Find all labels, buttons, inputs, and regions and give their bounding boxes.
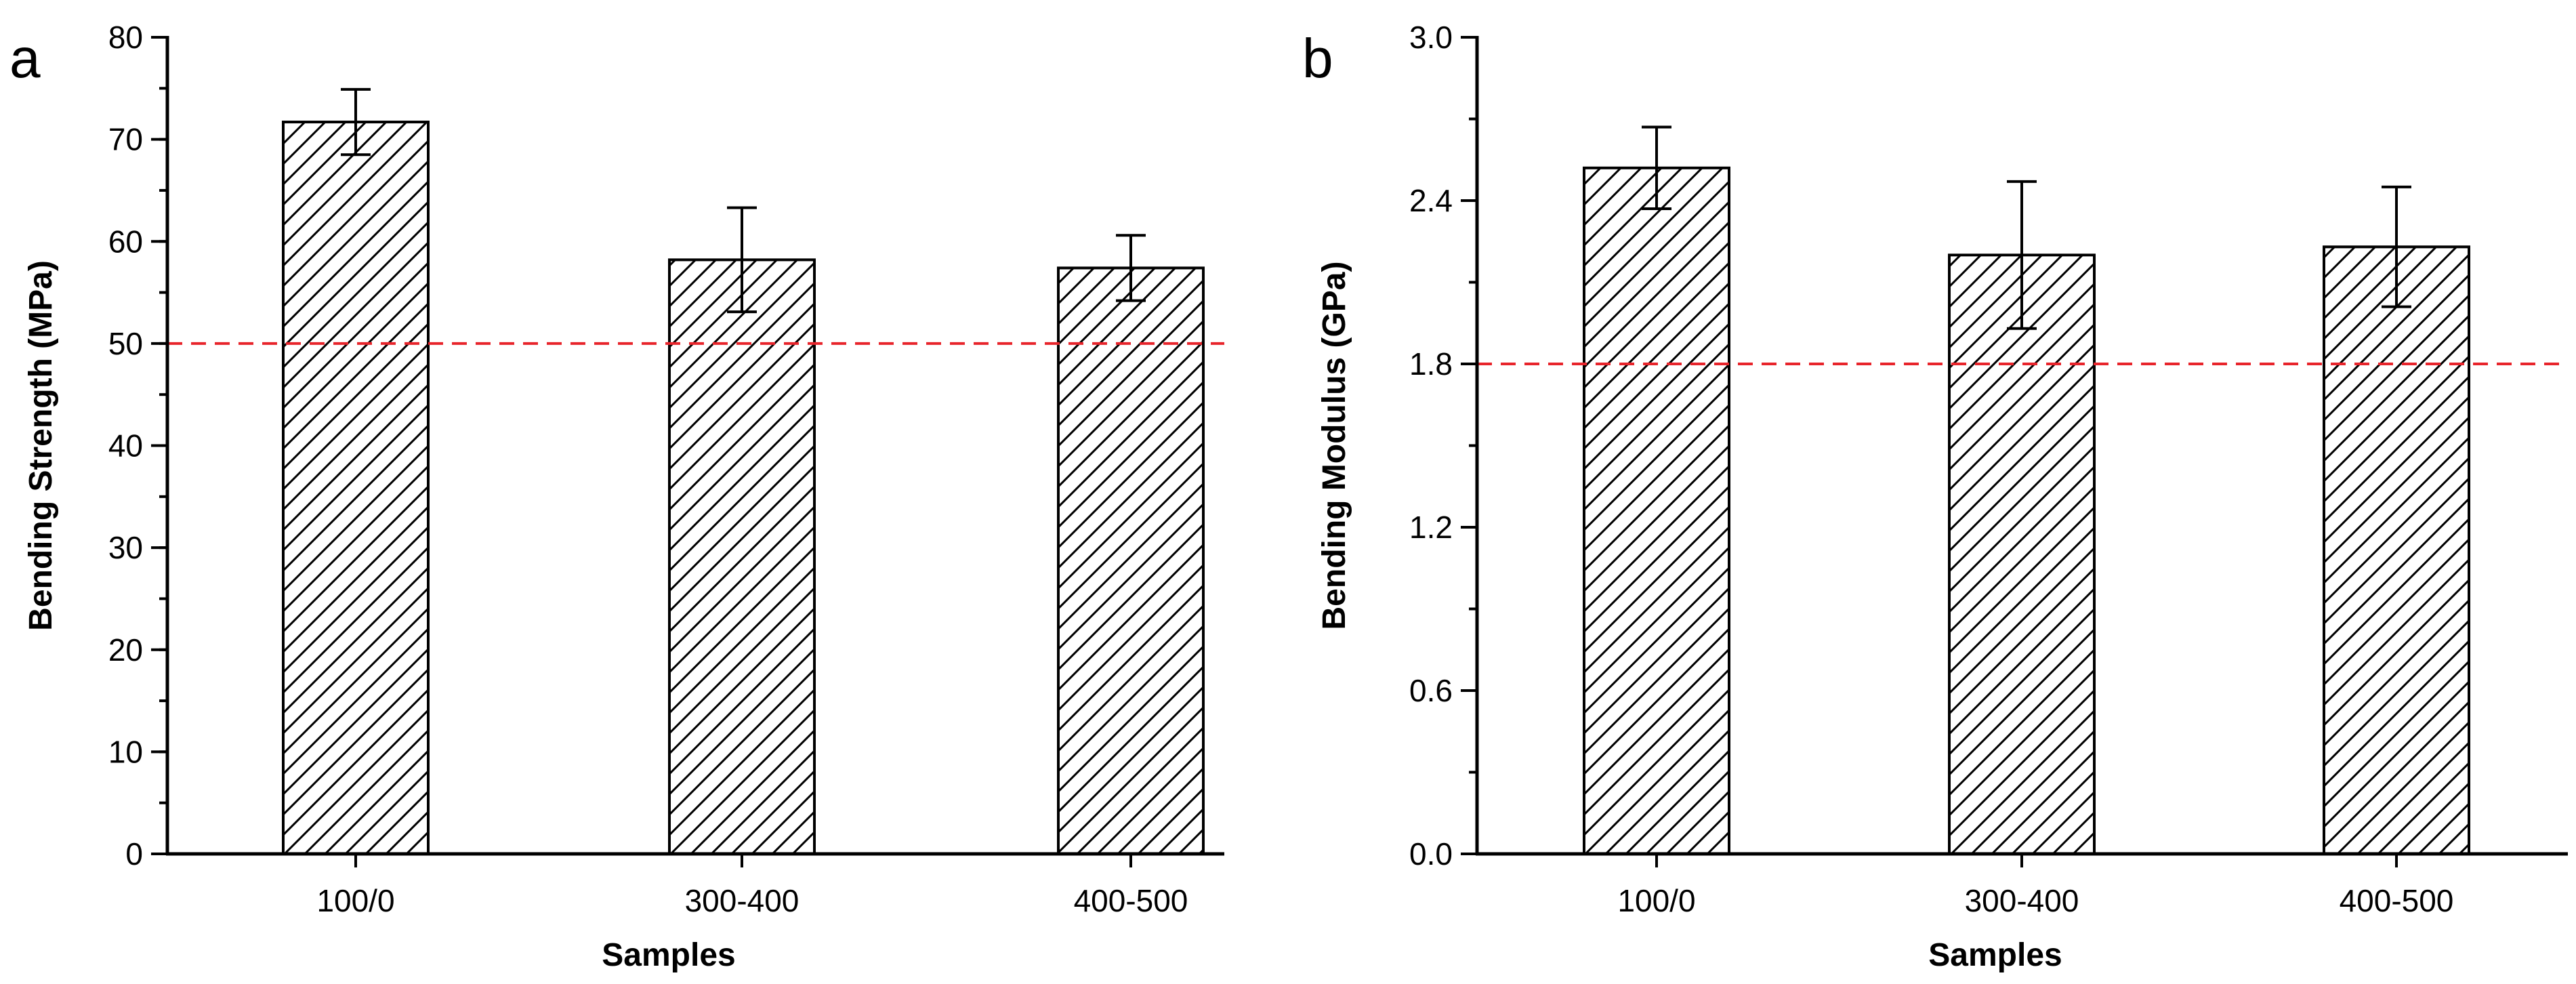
y-tick-label: 1.8 [1409, 346, 1453, 382]
x-axis-title: Samples [1928, 937, 2062, 973]
x-tick-label: 100/0 [1617, 883, 1695, 918]
y-tick-label: 0.6 [1409, 673, 1453, 708]
bar-300-400 [1948, 253, 2096, 856]
y-tick-label: 50 [108, 326, 143, 361]
chart-panel-a: a 0 10 20 30 40 50 60 70 80 100/0 300-400 400-500 Sam… [9, 20, 1224, 973]
y-tick-label: 0.0 [1409, 836, 1453, 872]
x-tick-label: 300-400 [1965, 883, 2079, 918]
y-axis-title: Bending Modulus (GPa) [1316, 262, 1352, 630]
y-tick-label: 20 [108, 632, 143, 668]
bar-400-500 [1057, 266, 1205, 856]
y-axis-title: Bending Strength (MPa) [23, 260, 59, 631]
y-tick-label: 1.2 [1409, 510, 1453, 545]
y-tick-label: 80 [108, 20, 143, 55]
bar-300-400 [668, 258, 816, 855]
y-tick-label: 40 [108, 428, 143, 464]
panel-label: b [1302, 28, 1333, 89]
x-tick-label: 300-400 [685, 883, 799, 918]
x-tick-label: 400-500 [1074, 883, 1188, 918]
bar-400-500 [2323, 245, 2470, 855]
y-tick-label: 60 [108, 224, 143, 259]
x-axis-title: Samples [602, 937, 735, 973]
y-tick-label: 0 [125, 836, 143, 872]
y-tick-label: 2.4 [1409, 183, 1453, 218]
y-tick-label: 30 [108, 530, 143, 565]
chart-panel-b: b 0.0 0.6 1.2 1.8 2.4 3.0 100/0 300-400 400-500 Sa… [1302, 20, 2568, 973]
y-tick-label: 10 [108, 734, 143, 769]
x-tick-label: 100/0 [316, 883, 394, 918]
bar-100/0 [282, 121, 430, 855]
y-tick-label: 3.0 [1409, 20, 1453, 55]
panel-label: a [9, 28, 41, 89]
bar-100/0 [1583, 166, 1730, 856]
y-tick-label: 70 [108, 122, 143, 157]
x-tick-label: 400-500 [2340, 883, 2454, 918]
